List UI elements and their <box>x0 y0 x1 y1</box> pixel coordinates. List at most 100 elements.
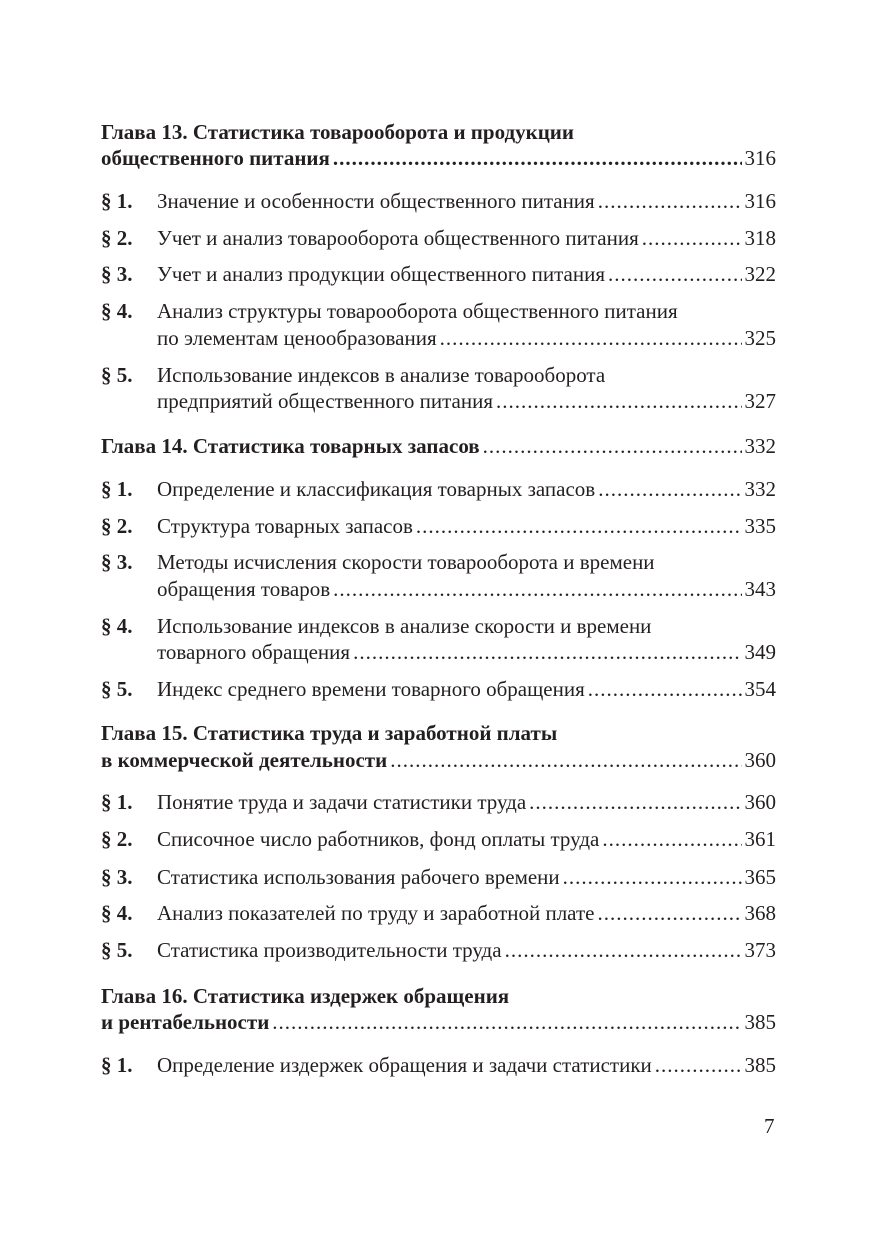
toc-entry-section[interactable]: § 5. Статистика производительности труда 3… <box>101 937 776 963</box>
section-number: § 2. <box>101 226 133 250</box>
section-number: § 3. <box>101 865 133 889</box>
dot-leader <box>272 1009 741 1035</box>
section-number: § 3. <box>101 550 133 574</box>
toc-entry-section[interactable]: § 5. Использование индексов в анализе тов… <box>101 362 776 388</box>
page-number: 7 <box>764 1114 775 1138</box>
toc-entry-chapter-16[interactable]: и рентабельности 385 <box>101 1009 776 1035</box>
toc-entry-section[interactable]: § 1. Определение и классификация товарных… <box>101 476 776 502</box>
page-ref: 335 <box>744 514 777 538</box>
section-title: Использование индексов в анализе товароо… <box>157 363 606 387</box>
section-title: Статистика использования рабочего времен… <box>157 865 560 889</box>
dot-leader <box>353 639 741 665</box>
chapter-13-title: Глава 13. Статистика товарооборота и про… <box>101 119 776 145</box>
chapter-15-title: Глава 15. Статистика труда и заработной … <box>101 720 776 746</box>
page-ref: 327 <box>744 389 777 413</box>
dot-leader <box>440 325 742 351</box>
section-number: § 1. <box>101 477 133 501</box>
chapter-title-line: Глава 14. Статистика товарных запасов <box>101 434 480 458</box>
section-title: Значение и особенности общественного пит… <box>157 189 595 213</box>
dot-leader <box>333 145 742 171</box>
dot-leader <box>529 789 741 815</box>
section-title: Анализ структуры товарооборота обществен… <box>157 299 678 323</box>
dot-leader <box>333 576 741 602</box>
chapter-title-line: в коммерческой деятельности <box>101 748 388 772</box>
page-ref: 343 <box>744 577 777 601</box>
chapter-title-line: и рентабельности <box>101 1010 270 1034</box>
page-ref: 349 <box>744 640 777 664</box>
toc-entry-section[interactable]: § 5. Индекс среднего времени товарного об… <box>101 676 776 702</box>
dot-leader <box>505 937 742 963</box>
section-number: § 2. <box>101 514 133 538</box>
toc-entry-section[interactable]: § 2. Списочное число работников, фонд опл… <box>101 826 776 852</box>
page-ref: 322 <box>744 262 777 286</box>
toc-entry-section[interactable]: § 2. Структура товарных запасов 335 <box>101 513 776 539</box>
chapter-title-line: Глава 16. Статистика издержек обращения <box>101 984 510 1008</box>
page-ref: 325 <box>744 326 777 350</box>
section-number: § 1. <box>101 1053 133 1077</box>
dot-leader <box>598 476 741 502</box>
toc-entry-section[interactable]: § 2. Учет и анализ товарооборота обществе… <box>101 225 776 251</box>
dot-leader <box>483 433 742 459</box>
dot-leader <box>390 747 741 773</box>
toc-entry-section-cont[interactable]: товарного обращения 349 <box>101 639 776 665</box>
section-title: Учет и анализ продукции общественного пи… <box>157 262 605 286</box>
toc-entry-section-cont[interactable]: предприятий общественного питания 327 <box>101 388 776 414</box>
dot-leader <box>496 388 742 414</box>
toc-entry-section[interactable]: § 4. Анализ структуры товарооборота общес… <box>101 298 776 324</box>
section-number: § 5. <box>101 363 133 387</box>
section-title: Понятие труда и задачи статистики труда <box>157 790 527 814</box>
dot-leader <box>608 261 742 287</box>
toc-entry-section[interactable]: § 1. Значение и особенности общественного… <box>101 188 776 214</box>
section-title: Списочное число работников, фонд оплаты … <box>157 827 600 851</box>
page-ref: 373 <box>744 938 777 962</box>
section-number: § 1. <box>101 790 133 814</box>
page-ref: 332 <box>744 434 777 458</box>
page-ref: 332 <box>744 477 777 501</box>
section-number: § 2. <box>101 827 133 851</box>
page-ref: 385 <box>744 1053 777 1077</box>
toc-entry-section[interactable]: § 3. Статистика использования рабочего вр… <box>101 864 776 890</box>
dot-leader <box>416 513 742 539</box>
section-number: § 5. <box>101 677 133 701</box>
section-title: Статистика производительности труда <box>157 938 502 962</box>
page-ref: 365 <box>744 865 777 889</box>
page-ref: 360 <box>744 748 777 772</box>
dot-leader <box>602 826 741 852</box>
page-ref: 354 <box>744 677 777 701</box>
page-ref: 318 <box>744 226 777 250</box>
chapter-title-line: Глава 15. Статистика труда и заработной … <box>101 721 558 745</box>
toc-entry-chapter-13[interactable]: общественного питания 316 <box>101 145 776 171</box>
chapter-title-line: общественного питания <box>101 146 330 170</box>
section-title: Методы исчисления скорости товарооборота… <box>157 550 655 574</box>
section-number: § 4. <box>101 901 133 925</box>
section-title: Определение издержек обращения и задачи … <box>157 1053 652 1077</box>
toc-entry-section-cont[interactable]: по элементам ценообразования 325 <box>101 325 776 351</box>
section-title: Индекс среднего времени товарного обраще… <box>157 677 585 701</box>
section-title: Учет и анализ товарооборота общественног… <box>157 226 639 250</box>
dot-leader <box>563 864 742 890</box>
dot-leader <box>598 188 742 214</box>
toc-entry-section[interactable]: § 1. Понятие труда и задачи статистики тр… <box>101 789 776 815</box>
dot-leader <box>655 1052 742 1078</box>
toc-entry-section[interactable]: § 3. Учет и анализ продукции общественног… <box>101 261 776 287</box>
dot-leader <box>642 225 742 251</box>
page-ref: 316 <box>744 189 777 213</box>
section-title: Структура товарных запасов <box>157 514 413 538</box>
section-title: товарного обращения <box>157 640 351 664</box>
toc-entry-section-cont[interactable]: обращения товаров 343 <box>101 576 776 602</box>
page-ref: 360 <box>744 790 777 814</box>
toc-entry-section[interactable]: § 4. Использование индексов в анализе ско… <box>101 613 776 639</box>
section-title: Анализ показателей по труду и заработной… <box>157 901 595 925</box>
section-number: § 4. <box>101 299 133 323</box>
page-ref: 385 <box>744 1010 777 1034</box>
toc-entry-chapter-15[interactable]: в коммерческой деятельности 360 <box>101 747 776 773</box>
toc-entry-section[interactable]: § 3. Методы исчисления скорости товарообо… <box>101 549 776 575</box>
toc-entry-section[interactable]: § 4. Анализ показателей по труду и зарабо… <box>101 900 776 926</box>
toc-entry-chapter-14[interactable]: Глава 14. Статистика товарных запасов 332 <box>101 433 776 459</box>
chapter-title-line: Глава 13. Статистика товарооборота и про… <box>101 120 574 144</box>
page-ref: 361 <box>744 827 777 851</box>
toc-entry-section[interactable]: § 1. Определение издержек обращения и зад… <box>101 1052 776 1078</box>
chapter-16-title: Глава 16. Статистика издержек обращения <box>101 983 776 1009</box>
section-number: § 4. <box>101 614 133 638</box>
section-number: § 3. <box>101 262 133 286</box>
